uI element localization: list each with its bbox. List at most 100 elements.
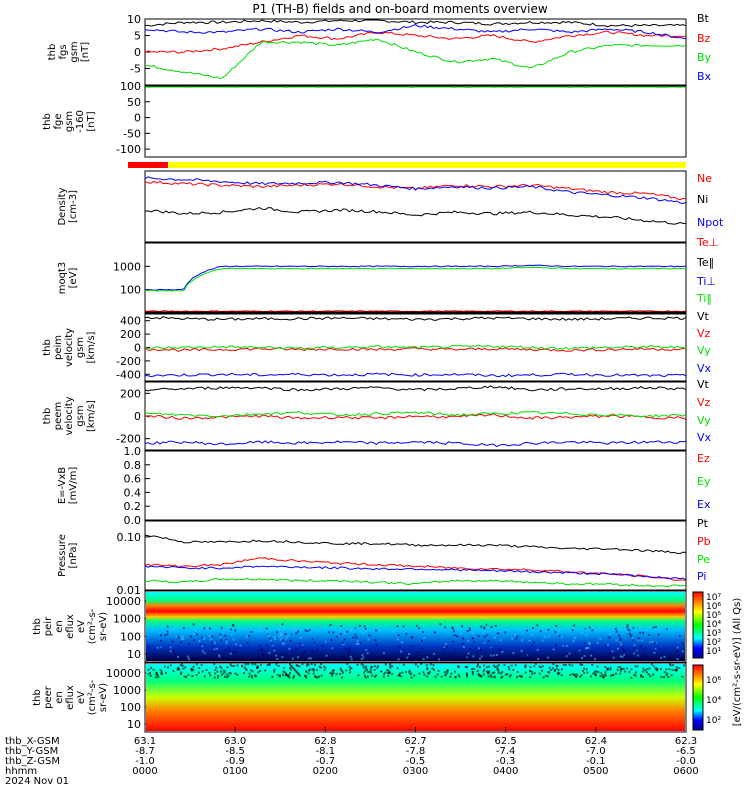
spectrogram-pixel [586, 671, 589, 674]
spectrogram-pixel [362, 656, 365, 659]
y-axis-label: [km/s] [86, 331, 97, 363]
spectrogram-pixel [276, 657, 279, 660]
spectrogram-pixel [202, 653, 205, 656]
spectrogram-pixel [269, 639, 272, 642]
spectrogram-pixel [633, 644, 636, 647]
spectrogram-pixel [423, 654, 426, 657]
footer-row-label: thb_X-GSM [5, 736, 60, 747]
legend-label: Vx [697, 362, 712, 375]
spectrogram-pixel [501, 675, 504, 678]
spectrogram-pixel [640, 644, 643, 647]
spectrogram-pixel [294, 627, 297, 630]
spectrogram-pixel [283, 642, 286, 645]
spectrogram-pixel [406, 656, 409, 659]
spectrogram-pixel [619, 655, 622, 658]
spectrogram-pixel [595, 670, 598, 673]
spectrogram-pixel [317, 675, 320, 678]
spectrogram-pixel [201, 650, 204, 653]
spectrogram-pixel [676, 658, 679, 661]
spectrogram-pixel [531, 633, 534, 636]
colorbar-tick: 10⁴ [706, 696, 721, 706]
spectrogram-pixel [456, 624, 459, 627]
spectrogram-pixel [292, 667, 295, 670]
spectrogram-pixel [349, 655, 352, 658]
spectrogram-pixel [216, 676, 219, 679]
legend-label: Bz [697, 32, 711, 45]
y-tick-label: 5 [134, 30, 141, 43]
spectrogram-pixel [487, 671, 490, 674]
colorbar-tick: 10⁶ [706, 676, 721, 686]
spectrogram-pixel [331, 647, 334, 650]
spectrogram-pixel [375, 643, 378, 646]
spectrogram-pixel [203, 637, 206, 640]
spectrogram-pixel [504, 654, 507, 657]
spectrogram-pixel [156, 646, 159, 649]
spectrogram-pixel [255, 666, 258, 669]
spectrogram-pixel [604, 671, 607, 674]
spectrogram-pixel [521, 639, 524, 642]
chart-title: P1 (TH-B) fields and on-board moments ov… [252, 2, 548, 16]
y-axis-label: en [54, 620, 65, 633]
series-line-Te⊥ [144, 310, 687, 313]
spectrogram-pixel [305, 664, 308, 667]
spectrogram-pixel [637, 639, 640, 642]
spectrogram-pixel [426, 668, 429, 671]
spectrogram-pixel [267, 632, 270, 635]
spectrogram-pixel [443, 647, 446, 650]
panel-peer: thb peer en eflux eV (cm²-s-sr-eV) 10000 1000 10… [32, 662, 687, 733]
spectrogram-pixel [408, 671, 411, 674]
spectrogram-pixel [500, 676, 503, 679]
spectrogram-pixel [159, 668, 162, 671]
spectrogram-pixel [360, 663, 363, 666]
footer-value: 0400 [493, 766, 518, 777]
footer-value: -7.8 [406, 746, 426, 757]
legend-label: Npot [697, 216, 724, 229]
spectrogram-pixel [569, 673, 572, 676]
spectrogram-pixel [397, 674, 400, 677]
spectrogram-pixel [294, 625, 297, 628]
y-tick-label: 0.2 [124, 500, 142, 513]
spectrogram-pixel [558, 630, 561, 633]
spectrogram-pixel [529, 666, 532, 669]
spectrogram-pixel [541, 639, 544, 642]
spectrogram-pixel [585, 634, 588, 637]
spectrogram-pixel [590, 654, 593, 657]
spectrogram-pixel [316, 668, 319, 671]
spectrogram-pixel [247, 663, 250, 666]
spectrogram-pixel [213, 641, 216, 644]
spectrogram-pixel [375, 629, 378, 632]
spectrogram-pixel [298, 665, 301, 668]
spectrogram-pixel [187, 655, 190, 658]
spectrogram-pixel [194, 630, 197, 633]
spectrogram-pixel [396, 667, 399, 670]
spectrogram-pixel [311, 650, 314, 653]
spectrogram-pixel [312, 672, 315, 675]
spectrogram-pixel [291, 657, 294, 660]
spectrogram-pixel [210, 641, 213, 644]
mode-bar [145, 162, 686, 168]
spectrogram-pixel [368, 634, 371, 637]
footer-value: -0.9 [225, 756, 245, 767]
spectrogram-pixel [551, 650, 554, 653]
colorbar-tick: 10⁷ [706, 593, 721, 603]
spectrogram-pixel [499, 672, 502, 675]
spectrogram-pixel [663, 655, 666, 658]
spectrogram-pixel [620, 643, 623, 646]
spectrogram-pixel [215, 666, 218, 669]
spectrogram-pixel [261, 625, 264, 628]
spectrogram-pixel [478, 666, 481, 669]
spectrogram-pixel [182, 667, 185, 670]
spectrogram-pixel [299, 636, 302, 639]
spectrogram-pixel [662, 676, 665, 679]
spectrogram-pixel [213, 648, 216, 651]
footer-value: -8.7 [135, 746, 155, 757]
spectrogram-pixel [319, 663, 322, 666]
spectrogram-pixel [483, 629, 486, 632]
spectrogram-pixel [303, 651, 306, 654]
spectrogram-pixel [560, 668, 563, 671]
spectrogram-pixel [155, 671, 158, 674]
spectrogram-pixel [524, 664, 527, 667]
spectrogram-pixel [200, 636, 203, 639]
y-tick-label: 1000 [113, 684, 141, 697]
spectrogram-pixel [628, 671, 631, 674]
